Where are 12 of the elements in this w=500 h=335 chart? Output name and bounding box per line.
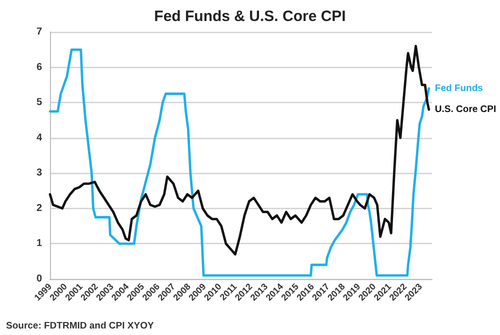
y-tick-label: 5 bbox=[36, 97, 42, 108]
source-note: Source: FDTRMID and CPI XYOY bbox=[6, 320, 154, 332]
y-tick-label: 1 bbox=[36, 238, 42, 250]
y-tick-label: 3 bbox=[36, 168, 42, 179]
y-tick-label: 7 bbox=[36, 26, 42, 38]
series-label: Fed Funds bbox=[434, 82, 483, 94]
y-tick-label: 2 bbox=[36, 202, 42, 214]
y-tick-label: 4 bbox=[36, 132, 42, 144]
y-tick-label: 6 bbox=[36, 62, 42, 73]
series-label: U.S. Core CPI bbox=[434, 104, 496, 116]
y-tick-label: 0 bbox=[36, 274, 42, 284]
chart-title: Fed Funds & U.S. Core CPI bbox=[154, 8, 346, 25]
